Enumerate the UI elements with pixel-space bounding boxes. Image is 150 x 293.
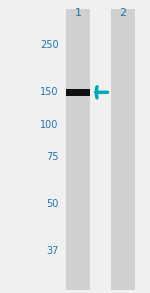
Text: 50: 50 bbox=[46, 199, 59, 209]
Text: 100: 100 bbox=[40, 120, 58, 130]
Text: 75: 75 bbox=[46, 152, 58, 162]
Bar bbox=[66, 9, 90, 290]
Bar bbox=[111, 9, 135, 290]
Bar bbox=[66, 89, 90, 96]
Text: 2: 2 bbox=[119, 8, 127, 18]
Text: 1: 1 bbox=[75, 8, 81, 18]
Text: 250: 250 bbox=[40, 40, 59, 50]
Text: 37: 37 bbox=[46, 246, 59, 255]
Text: 150: 150 bbox=[40, 87, 58, 97]
